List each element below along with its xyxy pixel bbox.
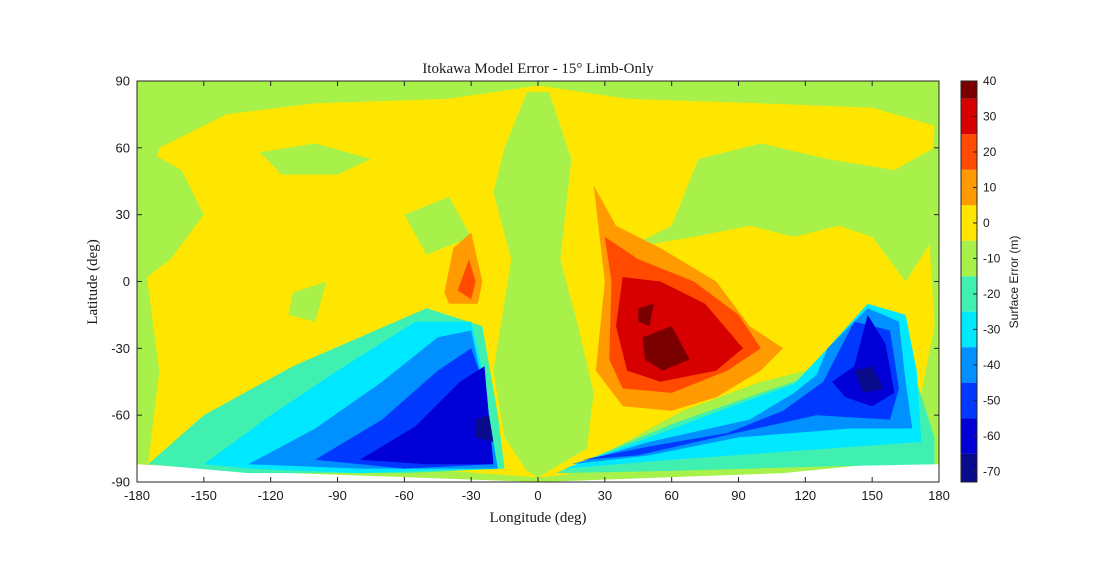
x-tick-label: 120 xyxy=(794,488,816,503)
colorbar-tick-label: -30 xyxy=(983,322,1001,336)
colorbar-tick-label: 40 xyxy=(983,74,997,88)
colorbar xyxy=(960,80,978,483)
colorbar-tick-label: -60 xyxy=(983,429,1001,443)
contour-region-5 xyxy=(404,196,472,255)
colorbar-segment-10 xyxy=(961,98,977,135)
colorbar-ticks: 40 30 20 10 0 -10 -20 -30 -40 -50 -60 -70 xyxy=(973,74,1001,478)
colorbar-tick-label: -40 xyxy=(983,358,1001,372)
y-axis-ticks: 90 60 30 0 -30 -60 -90 xyxy=(111,74,939,490)
contour-region-17 xyxy=(359,366,494,465)
contour-region-7 xyxy=(627,143,935,282)
x-tick-label: -60 xyxy=(395,488,414,503)
x-tick-label: 0 xyxy=(534,488,541,503)
y-tick-label: -90 xyxy=(111,475,130,490)
colorbar-tick-label: -50 xyxy=(983,393,1001,407)
y-tick-label: -60 xyxy=(111,408,130,423)
colorbar-tick-label: 0 xyxy=(983,216,990,230)
y-tick-label: 90 xyxy=(116,74,130,89)
x-tick-label: 180 xyxy=(928,488,950,503)
colorbar-frame xyxy=(960,80,978,483)
colorbar-tick-label: 20 xyxy=(983,145,997,159)
colorbar-tick-label: 10 xyxy=(983,180,997,194)
contour-region-26 xyxy=(642,326,690,371)
colorbar-segment-4 xyxy=(961,311,977,348)
y-axis-label: Latitude (deg) xyxy=(85,239,101,324)
colorbar-segment-2 xyxy=(961,382,977,419)
y-tick-label: -30 xyxy=(111,341,130,356)
colorbar-segment-11 xyxy=(961,81,977,99)
x-tick-label: -120 xyxy=(258,488,284,503)
contour-region-4 xyxy=(288,281,327,322)
colorbar-segment-1 xyxy=(961,418,977,454)
x-tick-label: 60 xyxy=(664,488,678,503)
x-tick-label: -150 xyxy=(191,488,217,503)
contour-region-20 xyxy=(854,366,884,393)
contour-region-2 xyxy=(141,147,204,282)
x-tick-label: 150 xyxy=(861,488,883,503)
chart-title: Itokawa Model Error - 15° Limb-Only xyxy=(422,61,654,77)
y-tick-label: 0 xyxy=(123,274,130,289)
colorbar-tick-label: 30 xyxy=(983,109,997,123)
colorbar-tick-label: -70 xyxy=(983,464,1001,478)
contour-region-14 xyxy=(571,308,913,465)
contour-region-19 xyxy=(475,415,494,442)
y-tick-label: 30 xyxy=(116,207,130,222)
contour-regions xyxy=(137,81,939,482)
x-tick-label: -90 xyxy=(328,488,347,503)
contour-region-22 xyxy=(457,259,476,300)
colorbar-segment-6 xyxy=(961,240,977,277)
colorbar-segment-3 xyxy=(961,347,977,383)
x-axis-label: Longitude (deg) xyxy=(489,510,586,526)
colorbar-label: Surface Error (m) xyxy=(1007,236,1021,329)
colorbar-tick-label: -10 xyxy=(983,251,1001,265)
colorbar-segment-8 xyxy=(961,169,977,206)
contour-region-6 xyxy=(493,92,594,478)
contour-region-3 xyxy=(259,143,371,175)
colorbar-tick-label: -20 xyxy=(983,287,1001,301)
colorbar-segment-9 xyxy=(961,134,977,170)
colorbar-segment-0 xyxy=(961,453,977,482)
colorbar-segment-5 xyxy=(961,276,977,312)
contour-region-27 xyxy=(638,303,654,327)
colorbar-segment-7 xyxy=(961,205,977,241)
x-tick-label: 90 xyxy=(731,488,745,503)
x-tick-label: -30 xyxy=(462,488,481,503)
x-tick-label: -180 xyxy=(124,488,150,503)
x-tick-label: 30 xyxy=(598,488,612,503)
x-axis-ticks: -180 -150 -120 -90 -60 -30 0 30 60 90 120 150 180 xyxy=(124,81,950,503)
y-tick-label: 60 xyxy=(116,140,130,155)
